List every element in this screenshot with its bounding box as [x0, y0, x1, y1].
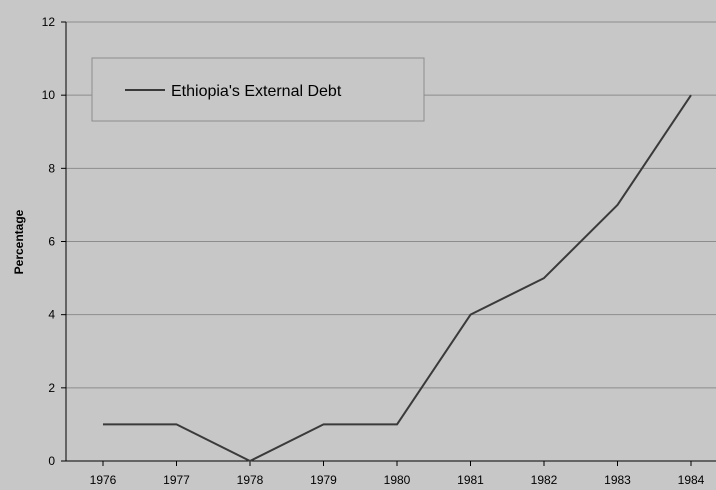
y-tick-label: 10 [42, 88, 56, 102]
x-tick-label: 1977 [163, 473, 190, 487]
x-tick-label: 1981 [457, 473, 484, 487]
y-tick-label: 2 [48, 381, 55, 395]
legend-label: Ethiopia's External Debt [171, 83, 342, 100]
y-tick-label: 0 [48, 454, 55, 468]
x-tick-label: 1976 [90, 473, 117, 487]
y-tick-label: 6 [48, 235, 55, 249]
x-tick-label: 1980 [384, 473, 411, 487]
y-tick-label: 12 [42, 15, 56, 29]
x-tick-label: 1979 [310, 473, 337, 487]
x-tick-labels: 1976 1977 1978 1979 1980 1981 1982 1983 1984 [90, 461, 705, 487]
legend: Ethiopia's External Debt [91, 57, 425, 122]
x-tick-label: 1983 [604, 473, 631, 487]
y-tick-label: 4 [48, 308, 55, 322]
y-axis-title: Percentage [12, 209, 26, 274]
grid-lines [66, 21, 716, 389]
x-tick-label: 1982 [531, 473, 558, 487]
y-tick-label: 8 [48, 161, 55, 175]
series-lines [102, 94, 692, 462]
x-tick-label: 1978 [237, 473, 264, 487]
x-tick-label: 1984 [678, 473, 705, 487]
y-tick-labels: 0 2 4 6 8 10 12 [42, 15, 66, 468]
